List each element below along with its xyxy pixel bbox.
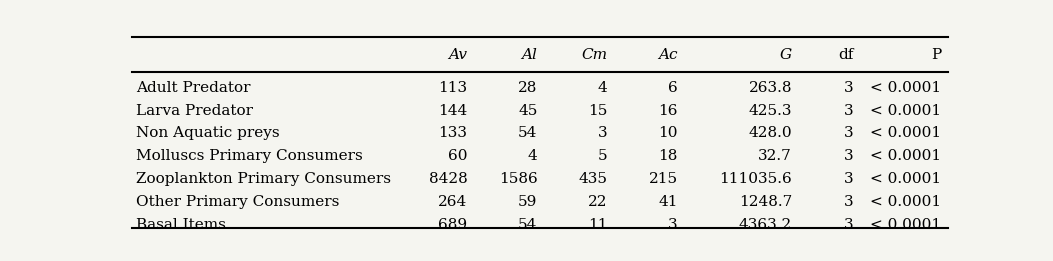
- Text: 264: 264: [438, 195, 468, 209]
- Text: Other Primary Consumers: Other Primary Consumers: [136, 195, 339, 209]
- Text: 435: 435: [579, 172, 608, 186]
- Text: 3: 3: [843, 104, 853, 117]
- Text: 10: 10: [658, 126, 678, 140]
- Text: 689: 689: [438, 218, 468, 232]
- Text: 3: 3: [843, 172, 853, 186]
- Text: 11: 11: [589, 218, 608, 232]
- Text: 59: 59: [518, 195, 537, 209]
- Text: Cm: Cm: [581, 49, 608, 62]
- Text: < 0.0001: < 0.0001: [870, 81, 941, 94]
- Text: < 0.0001: < 0.0001: [870, 218, 941, 232]
- Text: G: G: [780, 49, 792, 62]
- Text: 144: 144: [438, 104, 468, 117]
- Text: 3: 3: [843, 195, 853, 209]
- Text: 15: 15: [589, 104, 608, 117]
- Text: 22: 22: [589, 195, 608, 209]
- Text: 3: 3: [843, 81, 853, 94]
- Text: 3: 3: [669, 218, 678, 232]
- Text: 18: 18: [658, 149, 678, 163]
- Text: 3: 3: [843, 126, 853, 140]
- Text: 113: 113: [438, 81, 468, 94]
- Text: Larva Predator: Larva Predator: [136, 104, 253, 117]
- Text: 8428: 8428: [429, 172, 468, 186]
- Text: 6: 6: [669, 81, 678, 94]
- Text: Molluscs Primary Consumers: Molluscs Primary Consumers: [136, 149, 362, 163]
- Text: 215: 215: [649, 172, 678, 186]
- Text: 133: 133: [438, 126, 468, 140]
- Text: 111035.6: 111035.6: [719, 172, 792, 186]
- Text: 4363.2: 4363.2: [739, 218, 792, 232]
- Text: < 0.0001: < 0.0001: [870, 195, 941, 209]
- Text: 4: 4: [598, 81, 608, 94]
- Text: < 0.0001: < 0.0001: [870, 126, 941, 140]
- Text: 1248.7: 1248.7: [739, 195, 792, 209]
- Text: 3: 3: [843, 149, 853, 163]
- Text: < 0.0001: < 0.0001: [870, 149, 941, 163]
- Text: 16: 16: [658, 104, 678, 117]
- Text: 1586: 1586: [499, 172, 537, 186]
- Text: 45: 45: [518, 104, 537, 117]
- Text: 4: 4: [528, 149, 537, 163]
- Text: Av: Av: [449, 49, 468, 62]
- Text: Al: Al: [521, 49, 537, 62]
- Text: df: df: [838, 49, 853, 62]
- Text: 5: 5: [598, 149, 608, 163]
- Text: < 0.0001: < 0.0001: [870, 172, 941, 186]
- Text: < 0.0001: < 0.0001: [870, 104, 941, 117]
- Text: Zooplankton Primary Consumers: Zooplankton Primary Consumers: [136, 172, 391, 186]
- Text: Non Aquatic preys: Non Aquatic preys: [136, 126, 279, 140]
- Text: Ac: Ac: [658, 49, 678, 62]
- Text: Basal Items: Basal Items: [136, 218, 225, 232]
- Text: 28: 28: [518, 81, 537, 94]
- Text: 263.8: 263.8: [749, 81, 792, 94]
- Text: 60: 60: [448, 149, 468, 163]
- Text: 428.0: 428.0: [749, 126, 792, 140]
- Text: 54: 54: [518, 218, 537, 232]
- Text: 425.3: 425.3: [749, 104, 792, 117]
- Text: 54: 54: [518, 126, 537, 140]
- Text: 41: 41: [658, 195, 678, 209]
- Text: 32.7: 32.7: [758, 149, 792, 163]
- Text: 3: 3: [843, 218, 853, 232]
- Text: P: P: [931, 49, 941, 62]
- Text: 3: 3: [598, 126, 608, 140]
- Text: Adult Predator: Adult Predator: [136, 81, 251, 94]
